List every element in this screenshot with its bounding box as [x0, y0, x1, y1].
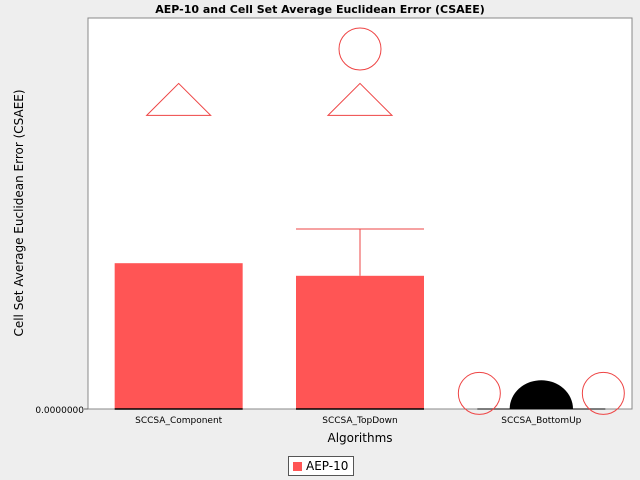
legend: AEP-10	[288, 456, 355, 476]
outlier-triangle-SCCSA_Component	[145, 82, 212, 116]
chart-marks: SCCSA_Component SCCSA_TopDown SCCSA_Bottom…	[35, 27, 625, 426]
x-tick-label-SCCSA_BottomUp: SCCSA_BottomUp	[501, 416, 581, 426]
semicircle-mark-SCCSA_BottomUp	[509, 380, 574, 409]
x-tick-label-SCCSA_TopDown: SCCSA_TopDown	[322, 416, 398, 426]
x-tick-label-SCCSA_Component: SCCSA_Component	[135, 416, 223, 426]
y-axis-label: Cell Set Average Euclidean Error (CSAEE)	[12, 89, 26, 336]
x-axis-label: Algorithms	[327, 431, 392, 445]
legend-label-aep-10: AEP-10	[306, 459, 349, 473]
bar-SCCSA_TopDown	[296, 275, 424, 409]
bar-SCCSA_Component	[114, 263, 243, 409]
y-tick-label-0: 0.0000000	[35, 406, 84, 416]
chart-title: AEP-10 and Cell Set Average Euclidean Er…	[155, 3, 485, 16]
legend-swatch-aep-10	[293, 461, 302, 471]
outlier-circle-SCCSA_BottomUp-2	[581, 371, 625, 415]
outlier-circle-SCCSA_BottomUp-1	[457, 371, 501, 415]
outlier-circle-SCCSA_TopDown	[338, 27, 382, 71]
outlier-triangle-SCCSA_TopDown	[326, 82, 394, 116]
